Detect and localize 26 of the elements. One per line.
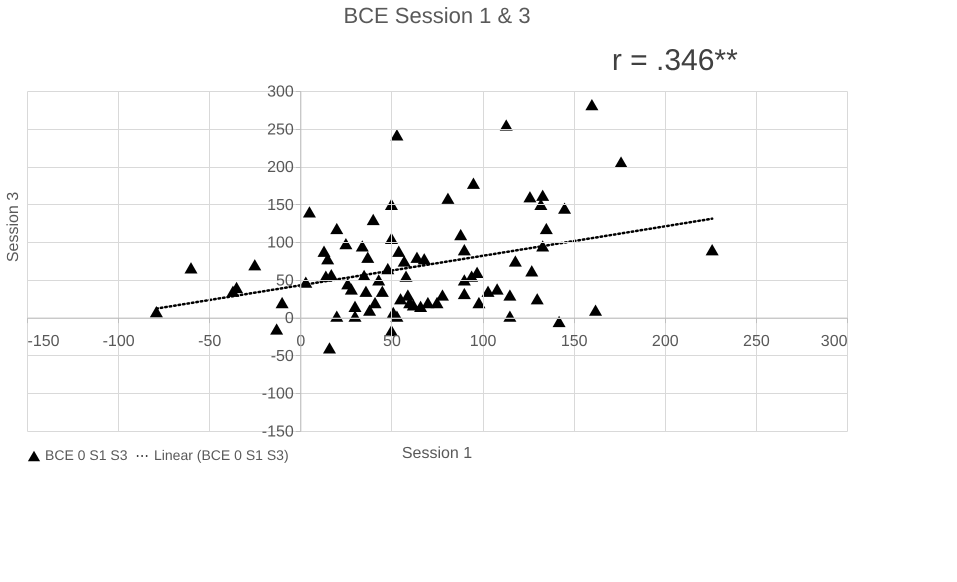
x-tick-label: 150 — [560, 333, 588, 350]
y-tick-label: 50 — [276, 272, 294, 290]
y-tick-label: 200 — [267, 159, 294, 176]
x-tick-label: 100 — [470, 333, 496, 350]
y-axis-title: Session 3 — [5, 192, 22, 262]
x-tick-label: 50 — [383, 333, 401, 350]
x-tick-label: -50 — [198, 333, 222, 350]
legend-label: BCE 0 S1 S3 — [45, 447, 128, 463]
legend-label: Linear (BCE 0 S1 S3) — [154, 447, 289, 463]
x-tick-label: 0 — [296, 333, 306, 350]
y-tick-label: 100 — [267, 234, 294, 252]
y-tick-label: 300 — [267, 84, 294, 100]
y-tick-label: -50 — [270, 348, 294, 365]
y-tick-label: 0 — [284, 310, 294, 328]
x-tick-label: 250 — [743, 333, 770, 350]
x-axis-title: Session 1 — [402, 445, 472, 462]
x-tick-label: 300 — [820, 333, 848, 350]
x-tick-label: -150 — [28, 333, 60, 350]
x-tick-label: 200 — [652, 333, 679, 350]
y-tick-label: -100 — [262, 386, 294, 403]
y-tick-label: 250 — [267, 121, 294, 138]
y-tick-label: 150 — [267, 196, 294, 214]
y-tick-label: -150 — [262, 424, 294, 440]
chart-title: BCE Session 1 & 3 — [343, 3, 531, 28]
text: r = .346** — [612, 44, 738, 77]
x-tick-label: -100 — [102, 333, 135, 350]
